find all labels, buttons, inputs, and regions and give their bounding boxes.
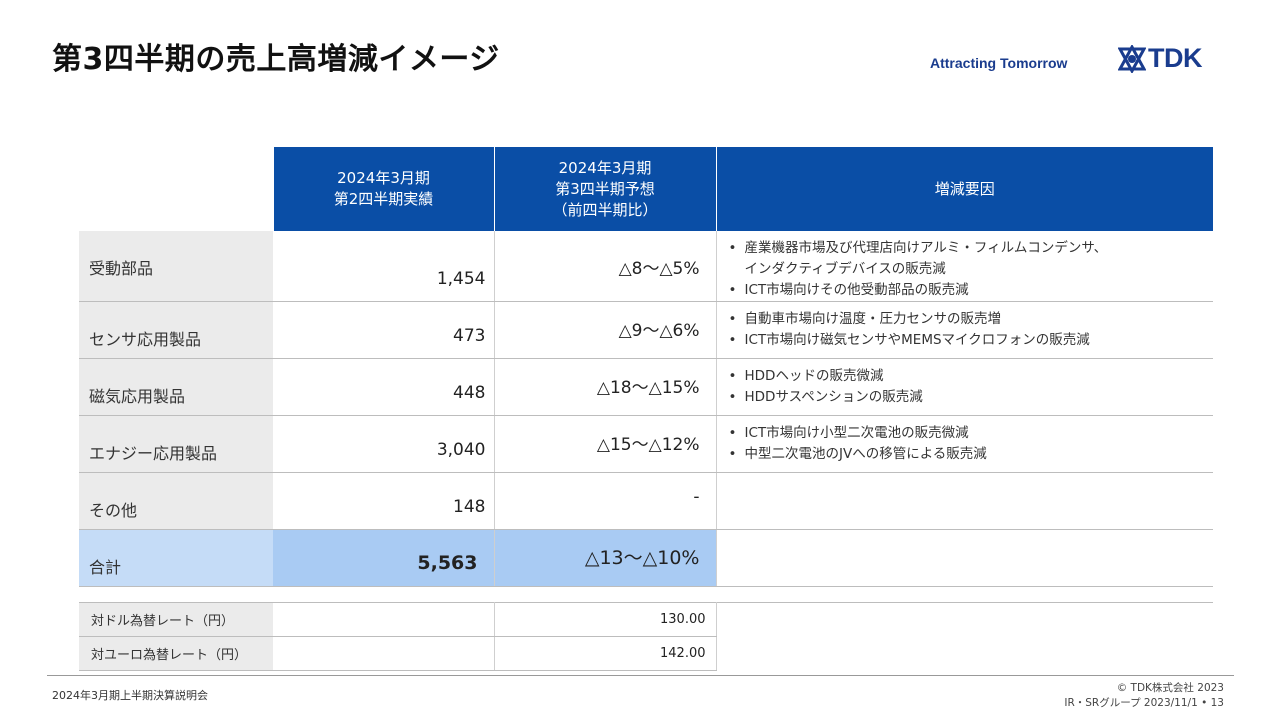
tdk-logo-text: TDK [1148,43,1203,73]
header-reasons: 増減要因 [715,147,1213,231]
header-blank-cell [79,147,273,231]
page-title: 第3四半期の売上高増減イメージ [52,42,500,77]
reason-item: 産業機器市場及び代理店向けアルミ・フィルムコンデンサ、インダクティブデバイスの販… [729,238,1214,280]
header-q3-forecast: 2024年3月期 第3四半期予想 （前四半期比） [493,147,716,231]
total-row: 合計 5,563 △13〜△10% [79,529,1213,587]
fx-label: 対ドル為替レート（円） [79,602,273,637]
reason-item: ICT市場向け磁気センサやMEMSマイクロフォンの販売減 [729,330,1214,351]
row-category: エナジー応用製品 [79,415,273,473]
table-row: センサ応用製品 473 △9〜△6% 自動車市場向け温度・圧力センサの販売増 I… [79,301,1214,359]
footer-page-info: IR・SRグループ 2023/11/1 • 13 [1064,697,1224,709]
row-reasons: 自動車市場向け温度・圧力センサの販売増 ICT市場向け磁気センサやMEMSマイク… [716,301,1214,359]
fx-row-eur: 対ユーロ為替レート（円） 142.00 [79,636,1213,671]
brand-tagline: Attracting Tomorrow [930,55,1068,71]
tdk-logo-icon [1118,44,1146,73]
header-q2-actual: 2024年3月期 第2四半期実績 [272,147,494,231]
row-q3-forecast: △15〜△12% [494,415,717,473]
fx-row-usd: 対ドル為替レート（円） 130.00 [79,602,1213,637]
row-q3-forecast: △8〜△5% [494,231,717,302]
header-q3-line1: 2024年3月期 [558,158,652,177]
row-q3-forecast: △18〜△15% [494,358,717,416]
total-reasons [716,529,1213,587]
tdk-logo: TDK [1118,43,1203,74]
row-q2-value: 448 [273,358,495,416]
reason-item: 自動車市場向け温度・圧力センサの販売増 [729,309,1214,330]
table-row: 磁気応用製品 448 △18〜△15% HDDヘッドの販売微減 HDDサスペンシ… [79,358,1214,416]
footer-meta: © TDK株式会社 2023 IR・SRグループ 2023/11/1 • 13 [1064,681,1224,711]
row-reasons: 産業機器市場及び代理店向けアルミ・フィルムコンデンサ、インダクティブデバイスの販… [716,231,1213,302]
row-q3-forecast: △9〜△6% [494,301,717,359]
header-q2-line2: 第2四半期実績 [333,190,434,208]
footer-divider [47,675,1234,676]
fx-rate-table: 対ドル為替レート（円） 130.00 対ユーロ為替レート（円） 142.00 [79,602,1213,671]
total-q2-value: 5,563 [273,529,495,587]
reason-item: HDDヘッドの販売微減 [729,366,1214,387]
reason-item: ICT市場向け小型二次電池の販売微減 [729,423,1214,444]
table-row: 受動部品 1,454 △8〜△5% 産業機器市場及び代理店向けアルミ・フィルムコ… [79,231,1213,302]
fx-empty-cell [273,602,495,637]
row-category: センサ応用製品 [79,301,273,359]
row-category: 受動部品 [79,231,273,302]
fx-label: 対ユーロ為替レート（円） [79,636,273,671]
row-category: その他 [79,472,273,530]
table-row: エナジー応用製品 3,040 △15〜△12% ICT市場向け小型二次電池の販売… [79,415,1214,473]
row-reasons [716,472,1213,530]
fx-empty-cell [273,636,495,671]
row-reasons: ICT市場向け小型二次電池の販売微減 中型二次電池のJVへの移管による販売減 [716,415,1214,473]
row-q3-forecast: - [494,472,717,530]
total-category: 合計 [79,529,273,587]
header-q2-line1: 2024年3月期 [337,169,430,187]
row-q2-value: 148 [273,472,495,530]
row-q2-value: 1,454 [273,231,495,302]
reason-item: ICT市場向けその他受動部品の販売減 [729,280,1214,301]
footer-event-title: 2024年3月期上半期決算説明会 [52,689,208,702]
fx-blank-cell [716,637,1213,671]
sales-table: 2024年3月期 第2四半期実績 2024年3月期 第3四半期予想 （前四半期比… [79,147,1213,587]
total-q3-forecast: △13〜△10% [494,529,717,587]
row-q2-value: 3,040 [273,415,495,473]
reason-item: 中型二次電池のJVへの移管による販売減 [729,444,1214,465]
fx-blank-cell [716,602,1213,637]
reason-item: HDDサスペンションの販売減 [729,387,1214,408]
header-row: 2024年3月期 第2四半期実績 2024年3月期 第3四半期予想 （前四半期比… [79,147,1213,231]
row-category: 磁気応用製品 [79,358,273,416]
header-q3-line3: （前四半期比） [552,200,658,219]
row-q2-value: 473 [273,301,495,359]
header-q3-line2: 第3四半期予想 [555,179,655,198]
fx-value: 130.00 [494,602,717,637]
table-row: その他 148 - [79,472,1213,530]
fx-value: 142.00 [494,636,717,671]
row-reasons: HDDヘッドの販売微減 HDDサスペンションの販売減 [716,358,1214,416]
footer-copyright: © TDK株式会社 2023 [1116,682,1224,694]
